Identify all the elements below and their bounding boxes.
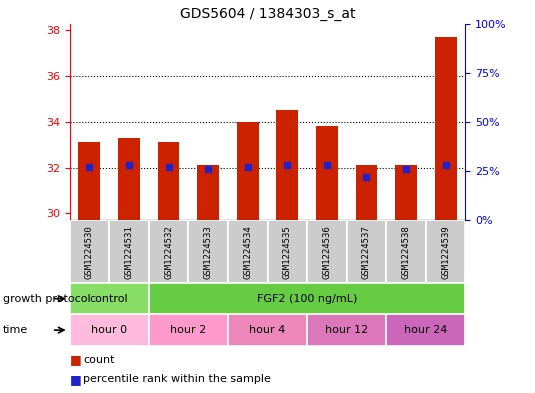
Bar [109, 220, 149, 283]
Bar [228, 220, 268, 283]
Text: GSM1224532: GSM1224532 [164, 225, 173, 279]
Bar [237, 122, 258, 220]
Text: percentile rank within the sample: percentile rank within the sample [83, 374, 271, 384]
Bar [356, 165, 377, 220]
Text: hour 0: hour 0 [91, 325, 127, 335]
Text: GSM1224534: GSM1224534 [243, 225, 252, 279]
Bar [158, 142, 179, 220]
Bar [316, 127, 338, 220]
Text: GSM1224533: GSM1224533 [204, 225, 212, 279]
Bar [307, 220, 347, 283]
Bar [347, 220, 386, 283]
Text: hour 4: hour 4 [249, 325, 286, 335]
Text: ■: ■ [70, 373, 85, 386]
Text: count: count [83, 354, 114, 365]
Text: GSM1224538: GSM1224538 [402, 225, 410, 279]
Title: GDS5604 / 1384303_s_at: GDS5604 / 1384303_s_at [180, 7, 355, 21]
Text: hour 2: hour 2 [170, 325, 207, 335]
Bar [197, 165, 219, 220]
Bar [188, 220, 228, 283]
Bar [79, 142, 100, 220]
Text: control: control [90, 294, 128, 304]
Text: GSM1224539: GSM1224539 [441, 225, 450, 279]
Bar [386, 220, 426, 283]
Text: GSM1224536: GSM1224536 [323, 225, 331, 279]
Text: ■: ■ [70, 353, 85, 366]
Bar [307, 314, 386, 346]
Text: hour 12: hour 12 [325, 325, 368, 335]
Bar [149, 283, 465, 314]
Bar [435, 37, 456, 220]
Bar [386, 314, 465, 346]
Bar [70, 283, 149, 314]
Bar [268, 220, 307, 283]
Text: GSM1224530: GSM1224530 [85, 225, 94, 279]
Bar [149, 220, 188, 283]
Text: GSM1224537: GSM1224537 [362, 225, 371, 279]
Text: FGF2 (100 ng/mL): FGF2 (100 ng/mL) [257, 294, 357, 304]
Text: time: time [3, 325, 28, 335]
Bar [118, 138, 140, 220]
Bar [228, 314, 307, 346]
Bar [70, 220, 109, 283]
Bar [149, 314, 228, 346]
Bar [395, 165, 417, 220]
Bar [70, 314, 149, 346]
Text: GSM1224531: GSM1224531 [125, 225, 133, 279]
Bar [277, 110, 298, 220]
Text: hour 24: hour 24 [404, 325, 448, 335]
Text: growth protocol: growth protocol [3, 294, 90, 304]
Text: GSM1224535: GSM1224535 [283, 225, 292, 279]
Bar [426, 220, 465, 283]
